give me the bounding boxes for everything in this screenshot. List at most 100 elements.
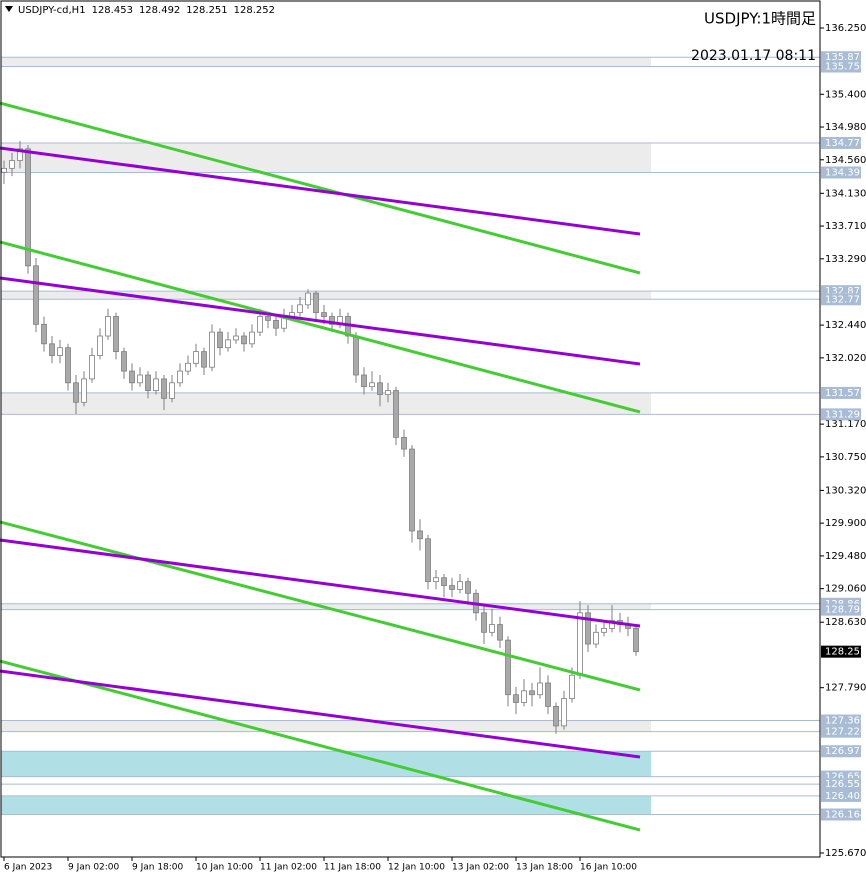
level-label-box	[821, 725, 861, 738]
candle-body	[489, 624, 495, 633]
x-tick-label: 16 Jan 10:00	[580, 863, 637, 873]
candle-body	[185, 362, 191, 372]
trendline	[0, 659, 641, 832]
level-label: 128.791	[825, 605, 866, 616]
candle-body	[161, 378, 167, 399]
level-label: 126.164	[825, 809, 866, 820]
header-value: 128.251	[186, 5, 227, 16]
candle-body	[601, 628, 607, 633]
candle-body	[249, 331, 255, 345]
y-tick-label: 136.250	[825, 23, 866, 34]
candle-body	[241, 335, 247, 345]
candle-body	[209, 331, 215, 368]
y-tick-label: 129.060	[825, 584, 866, 595]
level-label: 134.776	[825, 138, 866, 149]
y-tick-label: 129.480	[825, 551, 866, 562]
y-tick-label: 134.130	[825, 188, 866, 199]
level-label-box	[821, 386, 861, 399]
candle-body	[113, 316, 119, 353]
candle-body	[89, 355, 95, 380]
candle-body	[265, 316, 271, 321]
candle-body	[313, 292, 319, 314]
candle-body	[137, 374, 143, 384]
candle-body	[17, 148, 23, 161]
candle-body	[1, 167, 7, 173]
level-label-box	[821, 789, 861, 802]
level-label: 135.756	[825, 62, 866, 73]
candle-body	[505, 639, 511, 696]
trendline	[0, 240, 641, 414]
y-tick-label: 133.710	[825, 221, 866, 232]
y-tick-label: 130.750	[825, 452, 866, 463]
header-value: 128.492	[139, 5, 180, 16]
candle-body	[513, 694, 519, 703]
header: USDJPY-cd,H1 128.453 128.492 128.251 128.252	[18, 5, 275, 16]
level-label-box	[821, 645, 861, 658]
x-tick-label: 9 Jan 02:00	[68, 863, 120, 873]
candle-body	[329, 316, 335, 325]
candle-body	[441, 577, 447, 586]
candle-body	[633, 628, 639, 653]
zone	[1, 720, 651, 732]
x-tick-label: 11 Jan 02:00	[260, 863, 317, 873]
trendline	[0, 276, 641, 366]
candle-body	[481, 612, 487, 633]
candle-body	[497, 624, 503, 641]
trendline	[0, 146, 641, 236]
level-label-box	[821, 714, 861, 727]
candle-body	[369, 382, 375, 388]
y-tick-label: 127.790	[825, 683, 866, 694]
candle-body	[73, 382, 79, 403]
symbol: USDJPY-cd,H1	[18, 5, 86, 16]
candle-body	[105, 316, 111, 337]
level-label: 126.650	[825, 772, 866, 783]
y-tick-label: 134.560	[825, 155, 866, 166]
level-label: 135.875	[825, 52, 866, 63]
level-label: 132.771	[825, 294, 866, 305]
candle-body	[465, 581, 471, 594]
level-label: 131.295	[825, 409, 866, 420]
level-label: 126.553	[825, 779, 866, 790]
level-label-box	[821, 293, 861, 306]
y-tick-label: 132.440	[825, 320, 866, 331]
y-tick-label: 135.400	[825, 89, 866, 100]
level-label-box	[821, 136, 861, 149]
candle-body	[121, 351, 127, 372]
candle-body	[449, 585, 455, 590]
candle-body	[65, 347, 71, 384]
level-label-box	[821, 603, 861, 616]
x-tick-label: 12 Jan 10:00	[388, 863, 445, 873]
y-tick-label: 134.980	[825, 122, 866, 133]
candle-body	[201, 351, 207, 368]
level-label-box	[821, 51, 861, 64]
candle-body	[561, 698, 567, 727]
level-label-box	[821, 166, 861, 179]
level-label-box	[821, 745, 861, 758]
level-label-box	[821, 408, 861, 421]
header-value: 128.453	[92, 5, 133, 16]
candle-body	[577, 612, 583, 676]
y-tick-label: 129.900	[825, 518, 866, 529]
level-label: 131.570	[825, 388, 866, 399]
candle-body	[169, 382, 175, 399]
level-label: 126.402	[825, 791, 866, 802]
trendline	[0, 520, 641, 692]
zone	[1, 392, 651, 415]
candle-body	[233, 335, 239, 341]
zone	[1, 57, 651, 67]
y-tick-label: 125.670	[825, 848, 866, 859]
level-label: 127.369	[825, 716, 866, 727]
y-tick-label: 130.320	[825, 485, 866, 496]
candle-body	[81, 378, 87, 403]
x-tick-label: 6 Jan 2023	[4, 863, 52, 873]
y-tick-label: 128.630	[825, 617, 866, 628]
candle-body	[353, 335, 359, 376]
candle-body	[305, 292, 311, 306]
y-tick-label: 131.170	[825, 419, 866, 430]
x-tick-label: 13 Jan 02:00	[452, 863, 509, 873]
candle-body	[9, 160, 15, 169]
candle-body	[593, 631, 599, 645]
x-tick-label: 13 Jan 18:00	[516, 863, 573, 873]
x-tick-label: 10 Jan 10:00	[196, 863, 253, 873]
